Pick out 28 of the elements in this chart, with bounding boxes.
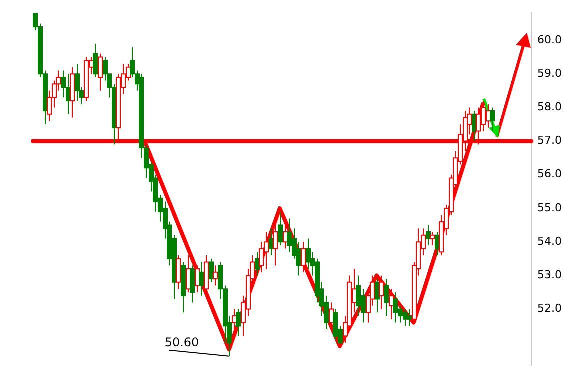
candlestick — [379, 275, 384, 310]
candlestick — [273, 224, 278, 266]
y-tick-label: 55.0 — [538, 201, 562, 214]
y-tick-label: 58.0 — [538, 100, 562, 114]
y-tick-label: 60.0 — [538, 33, 562, 46]
y-tick-label: 59.0 — [538, 66, 562, 80]
y-tick-label: 53.0 — [538, 268, 562, 282]
candlestick — [490, 107, 495, 132]
candlestick — [209, 258, 214, 283]
candlestick — [98, 53, 103, 92]
y-tick-label: 54.0 — [538, 234, 562, 248]
candlestick — [61, 70, 66, 98]
candlestick — [236, 308, 241, 337]
y-tick-label: 52.0 — [538, 302, 562, 316]
annotation: 50.60 — [164, 335, 200, 350]
candlestick — [213, 265, 218, 286]
candlestick — [75, 64, 80, 102]
candlestick — [199, 262, 204, 296]
candlestick — [278, 211, 283, 246]
y-tick-label: 57.0 — [538, 134, 562, 148]
candlestick — [190, 265, 195, 304]
y-tick-label: 56.0 — [538, 168, 562, 181]
candlestick — [430, 232, 435, 246]
candlestick — [384, 278, 389, 317]
candlestick — [407, 308, 412, 327]
candlestick — [301, 242, 306, 273]
candlestick — [93, 43, 98, 78]
candlestick — [176, 255, 181, 290]
